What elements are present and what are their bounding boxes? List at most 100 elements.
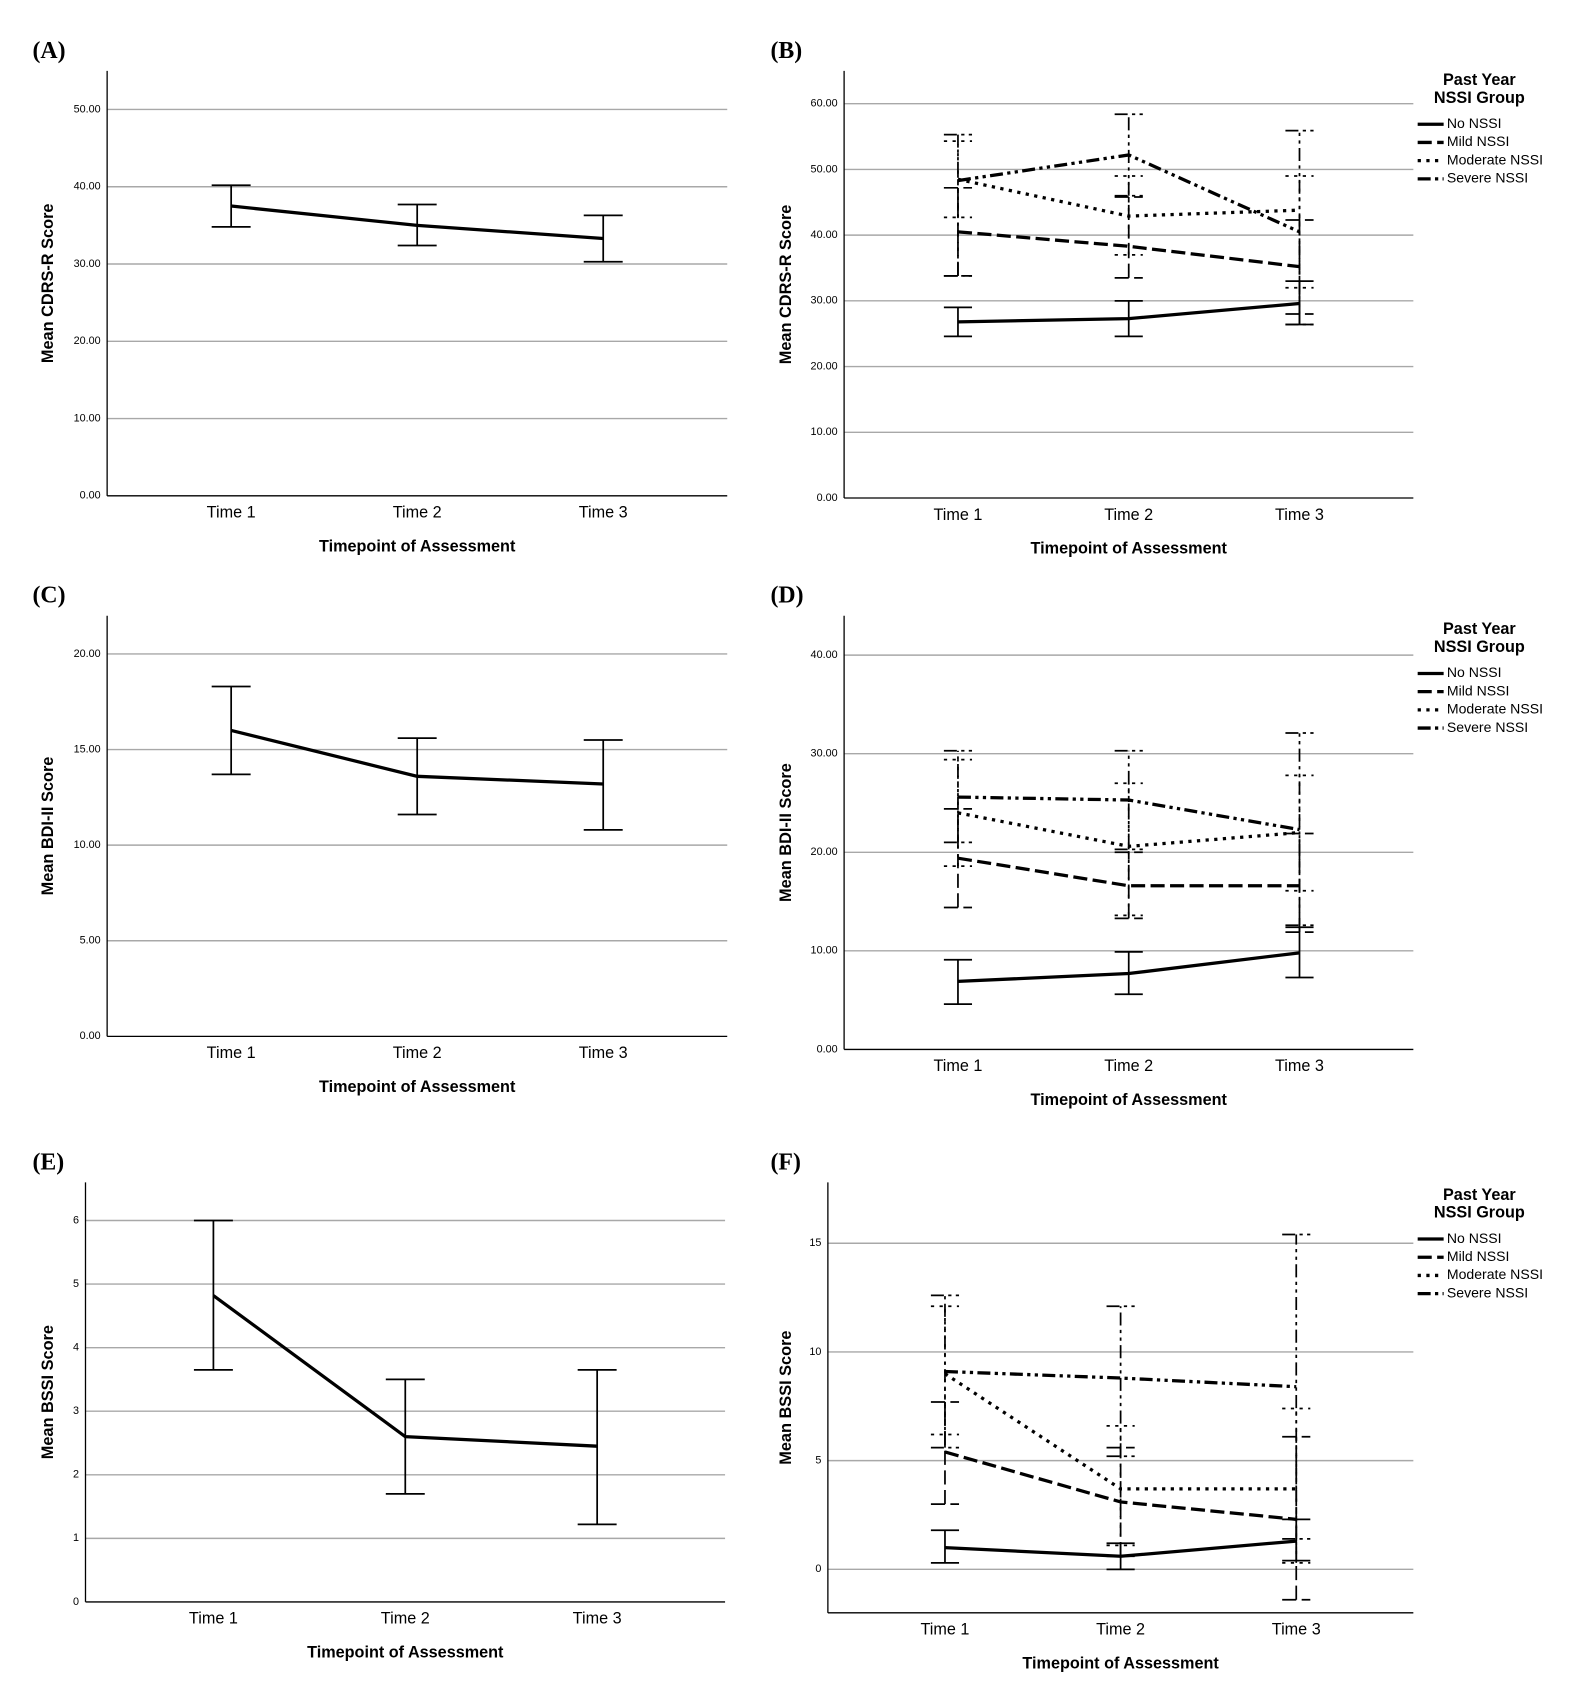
y-tick-label: 10.00 [74, 839, 101, 851]
x-tick-label: Time 3 [579, 1044, 628, 1062]
error-bar [1285, 926, 1314, 979]
x-tick-label: Time 3 [573, 1610, 622, 1628]
x-tick-label: Time 3 [1275, 506, 1324, 524]
y-tick-label: 20.00 [74, 335, 101, 347]
panel-label: (C) [32, 583, 65, 609]
error-bar [583, 214, 623, 263]
series-line [957, 153, 1301, 234]
y-tick-label: 10 [809, 1346, 821, 1358]
y-tick-label: 5 [815, 1454, 821, 1466]
legend-title: NSSI Group [1434, 1204, 1525, 1222]
y-tick-label: 0.00 [80, 1030, 101, 1042]
y-tick-label: 30.00 [811, 748, 838, 760]
series-line [957, 951, 1300, 984]
legend-label: Moderate NSSI [1447, 151, 1543, 167]
y-axis-label: Mean BSSI Score [777, 1330, 795, 1464]
y-tick-label: 10.00 [811, 426, 838, 438]
panel-label: (B) [771, 38, 803, 64]
series-line [230, 204, 604, 241]
x-tick-label: Time 1 [189, 1610, 238, 1628]
y-tick-label: 0 [815, 1563, 821, 1575]
y-tick-label: 4 [73, 1341, 79, 1353]
legend-title: Past Year [1443, 1186, 1516, 1204]
y-tick-label: 20.00 [811, 360, 838, 372]
legend-label: Severe NSSI [1447, 170, 1528, 186]
x-axis-label: Timepoint of Assessment [1031, 539, 1228, 557]
y-tick-label: 3 [73, 1405, 79, 1417]
legend-label: Mild NSSI [1447, 682, 1510, 698]
x-tick-label: Time 2 [393, 1044, 442, 1062]
panel-label: (A) [32, 38, 65, 64]
y-tick-label: 5 [73, 1278, 79, 1290]
y-axis-label: Mean CDRS-R Score [777, 205, 795, 365]
y-axis-label: Mean BDI-II Score [777, 763, 795, 902]
y-tick-label: 6 [73, 1214, 79, 1226]
y-tick-label: 40.00 [74, 181, 101, 193]
error-bar [211, 685, 251, 776]
y-tick-label: 0.00 [817, 1043, 838, 1055]
panel-label: (F) [771, 1149, 801, 1175]
x-tick-label: Time 3 [1272, 1621, 1321, 1639]
legend-label: Mild NSSI [1447, 133, 1510, 149]
error-bar [943, 958, 973, 1005]
x-axis-label: Timepoint of Assessment [319, 1078, 516, 1096]
error-bar [577, 1369, 617, 1526]
x-tick-label: Time 2 [1104, 506, 1153, 524]
series-line [957, 177, 1300, 218]
y-tick-label: 20.00 [811, 846, 838, 858]
y-tick-label: 20.00 [74, 648, 101, 660]
error-bar [943, 758, 973, 867]
legend-label: Moderate NSSI [1447, 1266, 1543, 1282]
y-tick-label: 0 [73, 1596, 79, 1608]
legend-title: Past Year [1443, 71, 1516, 89]
panel-label: (D) [771, 583, 804, 609]
x-tick-label: Time 1 [207, 1044, 256, 1062]
error-bar [1282, 1233, 1311, 1540]
y-tick-label: 0.00 [80, 490, 101, 502]
legend-title: NSSI Group [1434, 89, 1525, 107]
error-bar [583, 739, 623, 831]
series-line [957, 230, 1300, 269]
legend-label: No NSSI [1447, 115, 1502, 131]
x-tick-label: Time 3 [579, 504, 628, 522]
x-tick-label: Time 2 [1096, 1621, 1145, 1639]
error-bar [1114, 749, 1143, 851]
x-axis-label: Timepoint of Assessment [1031, 1091, 1228, 1109]
error-bar [943, 133, 973, 277]
series-line [944, 1372, 1297, 1491]
y-tick-label: 50.00 [811, 163, 838, 175]
x-tick-label: Time 2 [393, 504, 442, 522]
y-tick-label: 10.00 [811, 945, 838, 957]
legend-title: NSSI Group [1434, 638, 1525, 656]
legend-label: No NSSI [1447, 664, 1502, 680]
series-line [957, 795, 1300, 832]
y-tick-label: 30.00 [74, 258, 101, 270]
y-axis-label: Mean BDI-II Score [39, 757, 57, 896]
x-axis-label: Timepoint of Assessment [1022, 1654, 1219, 1672]
panel-label: (E) [32, 1149, 64, 1175]
error-bar [1285, 129, 1314, 326]
x-tick-label: Time 1 [921, 1621, 970, 1639]
series-line [957, 301, 1300, 324]
y-tick-label: 0.00 [817, 492, 838, 504]
y-tick-label: 40.00 [811, 229, 838, 241]
x-tick-label: Time 1 [933, 506, 982, 524]
y-tick-label: 50.00 [74, 103, 101, 115]
y-tick-label: 40.00 [811, 649, 838, 661]
error-bar [1106, 1305, 1135, 1458]
legend-label: No NSSI [1447, 1230, 1502, 1246]
y-axis-label: Mean BSSI Score [39, 1325, 57, 1459]
legend-title: Past Year [1443, 620, 1516, 638]
legend-label: Severe NSSI [1447, 719, 1528, 735]
error-bar [943, 749, 973, 844]
y-tick-label: 10.00 [74, 412, 101, 424]
y-tick-label: 60.00 [811, 98, 838, 110]
series-line [944, 1450, 1297, 1521]
series-line [230, 728, 604, 786]
error-bar [1106, 1424, 1135, 1547]
error-bar [193, 1219, 233, 1371]
y-tick-label: 2 [73, 1469, 79, 1481]
x-tick-label: Time 3 [1275, 1057, 1324, 1075]
